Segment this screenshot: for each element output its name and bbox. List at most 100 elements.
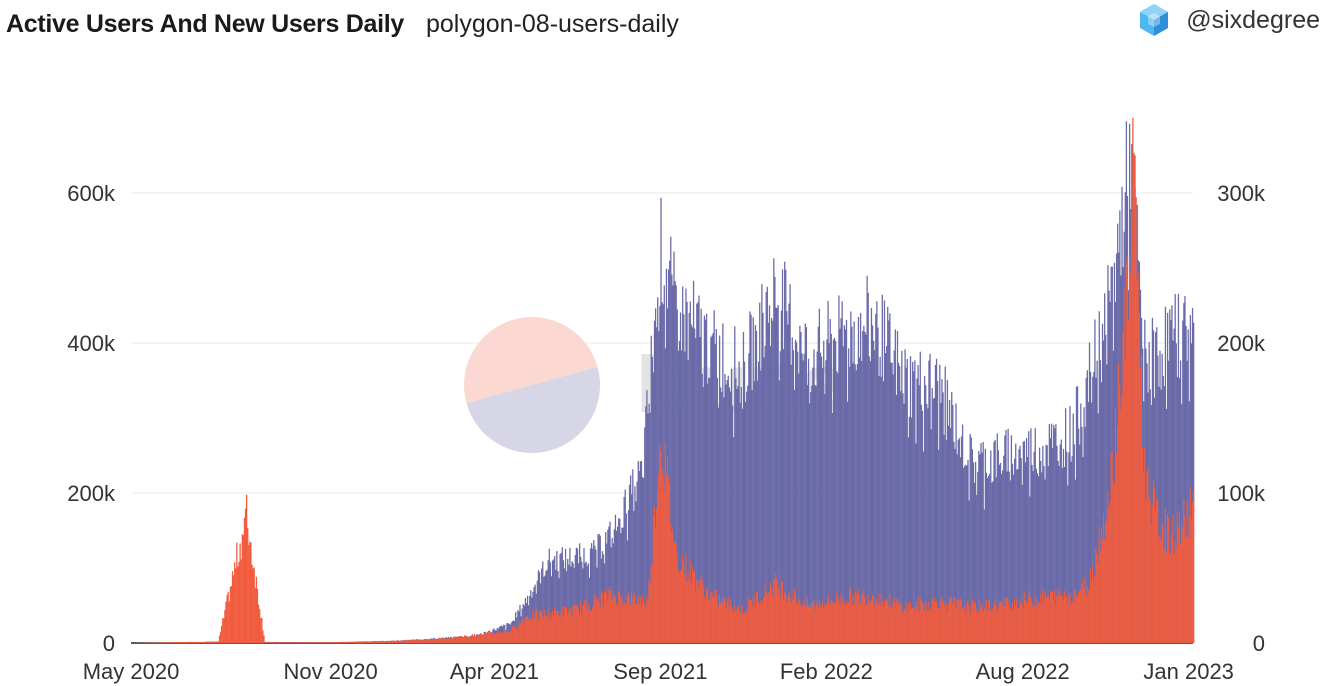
new-users-bar xyxy=(896,598,899,643)
active-users-bar xyxy=(752,317,754,643)
right-y-tick-label: 200k xyxy=(1217,331,1266,356)
active-users-bar xyxy=(594,545,596,643)
query-name[interactable]: polygon-08-users-daily xyxy=(425,9,679,38)
new-users-bar xyxy=(331,642,333,643)
new-users-bar xyxy=(482,634,484,643)
new-users-bar xyxy=(879,604,881,643)
new-users-bar xyxy=(1011,603,1014,643)
new-users-bar xyxy=(1033,604,1035,643)
new-users-bar xyxy=(504,631,506,643)
active-users-bar xyxy=(1193,322,1195,643)
new-users-bar xyxy=(437,638,440,643)
active-users-bar xyxy=(844,329,847,643)
new-users-bar xyxy=(491,633,493,643)
new-users-bar xyxy=(471,634,473,643)
new-users-bar xyxy=(301,642,303,643)
active-users-bar xyxy=(602,554,605,643)
new-users-bar xyxy=(1062,600,1065,643)
active-users-bar xyxy=(875,313,877,643)
new-users-bar xyxy=(238,561,240,643)
new-users-bar xyxy=(1004,606,1006,643)
new-users-bar xyxy=(991,610,993,643)
new-users-bar xyxy=(1092,565,1094,643)
new-users-bar xyxy=(398,640,401,643)
new-users-bar xyxy=(187,642,189,643)
new-users-bar xyxy=(546,615,548,643)
new-users-bar xyxy=(493,632,495,643)
new-users-bar xyxy=(588,606,591,643)
new-users-bar xyxy=(1068,595,1070,643)
new-users-bar xyxy=(605,592,607,643)
new-users-bar xyxy=(568,611,570,643)
new-users-bar xyxy=(678,572,681,643)
new-users-bar xyxy=(287,642,289,643)
new-users-bar xyxy=(943,603,945,643)
new-users-bar xyxy=(325,642,327,643)
new-users-bar xyxy=(601,593,604,643)
new-users-bar xyxy=(902,613,904,643)
active-users-bar xyxy=(930,429,932,643)
new-users-bar xyxy=(634,594,636,643)
new-users-bar xyxy=(858,594,861,643)
active-users-bar xyxy=(896,330,899,643)
new-users-bar xyxy=(755,591,758,643)
active-users-bar xyxy=(1062,449,1065,643)
active-users-bar xyxy=(1109,302,1111,643)
new-users-bar xyxy=(521,619,523,643)
active-users-bar xyxy=(698,295,700,643)
new-users-bar xyxy=(779,597,781,643)
active-users-bar xyxy=(618,518,620,643)
active-users-bar xyxy=(996,433,998,643)
active-users-bar xyxy=(699,337,701,643)
active-users-bar xyxy=(910,417,913,643)
new-users-bar xyxy=(602,606,605,643)
new-users-bar xyxy=(705,587,708,643)
new-users-bar xyxy=(190,641,192,643)
new-users-bar xyxy=(1082,578,1084,643)
new-users-bar xyxy=(672,528,674,643)
new-users-bar xyxy=(404,640,406,643)
active-users-bar xyxy=(841,301,843,643)
new-users-bar xyxy=(580,602,582,643)
new-users-bar xyxy=(378,641,380,643)
active-users-bar xyxy=(559,554,561,643)
author-brand[interactable]: @sixdegree xyxy=(1136,2,1320,38)
new-users-bar xyxy=(627,592,630,643)
active-users-bar xyxy=(832,339,835,643)
active-users-bar xyxy=(574,555,576,643)
active-users-bar xyxy=(1012,474,1015,643)
new-users-bar xyxy=(225,601,227,643)
new-users-bar xyxy=(1146,472,1148,643)
active-users-bar xyxy=(804,323,806,643)
new-users-bar xyxy=(1105,523,1107,643)
active-users-bar xyxy=(598,534,600,643)
active-users-bar xyxy=(939,364,941,643)
new-users-bar xyxy=(818,600,821,643)
new-users-bar xyxy=(982,612,984,643)
new-users-bar xyxy=(707,590,709,643)
active-users-bar xyxy=(1174,293,1176,643)
new-users-bar xyxy=(851,605,853,643)
active-users-bar xyxy=(1164,306,1167,643)
new-users-bar xyxy=(394,640,396,643)
new-users-bar xyxy=(396,640,399,643)
active-users-bar xyxy=(1191,307,1194,643)
new-users-bar xyxy=(380,641,382,643)
new-users-bar xyxy=(694,571,696,643)
new-users-bar xyxy=(457,638,459,643)
new-users-bar xyxy=(575,604,578,643)
active-users-bar xyxy=(1067,485,1069,643)
active-users-bar xyxy=(772,320,774,643)
active-users-bar xyxy=(908,416,911,643)
new-users-bar xyxy=(1079,591,1081,643)
new-users-bar xyxy=(784,593,786,643)
active-users-bar xyxy=(987,475,990,643)
new-users-bar xyxy=(844,605,847,643)
new-users-bar xyxy=(164,642,166,643)
active-users-bar xyxy=(1019,445,1021,643)
new-users-bar xyxy=(1139,366,1142,643)
active-users-bar xyxy=(830,333,832,643)
x-tick-label: Nov 2020 xyxy=(284,659,378,684)
new-users-bar xyxy=(584,599,586,643)
active-users-bar xyxy=(741,408,744,643)
